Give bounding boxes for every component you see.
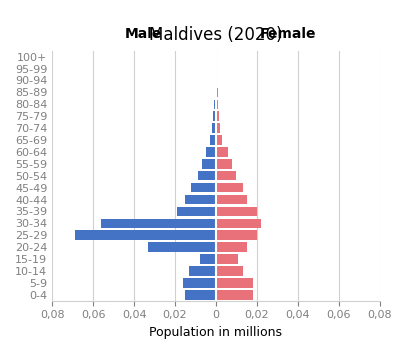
Bar: [101, 218, 216, 228]
Bar: [197, 171, 216, 181]
Bar: [216, 64, 217, 73]
Bar: [199, 254, 216, 264]
Text: Female: Female: [260, 27, 316, 41]
Bar: [216, 112, 219, 121]
Bar: [216, 76, 217, 85]
Bar: [206, 147, 216, 157]
Bar: [216, 195, 247, 204]
Bar: [185, 290, 216, 299]
Bar: [216, 135, 222, 145]
Bar: [216, 266, 243, 276]
Bar: [216, 88, 218, 97]
Bar: [216, 183, 243, 192]
Bar: [216, 230, 257, 240]
Text: Male: Male: [125, 27, 163, 41]
Bar: [216, 123, 220, 133]
Bar: [216, 207, 257, 216]
Bar: [177, 207, 216, 216]
Title: Maldives (2020): Maldives (2020): [149, 25, 283, 44]
Bar: [75, 230, 216, 240]
Bar: [213, 112, 216, 121]
Bar: [214, 99, 216, 109]
Bar: [216, 159, 232, 169]
Bar: [183, 278, 216, 288]
Bar: [216, 171, 236, 181]
Bar: [191, 183, 216, 192]
Bar: [216, 147, 228, 157]
Bar: [216, 254, 239, 264]
Bar: [216, 218, 261, 228]
Bar: [189, 266, 216, 276]
Bar: [149, 242, 216, 252]
Bar: [216, 99, 218, 109]
Bar: [185, 195, 216, 204]
X-axis label: Population in millions: Population in millions: [149, 326, 282, 339]
Bar: [215, 88, 216, 97]
Bar: [215, 76, 216, 85]
Bar: [212, 123, 216, 133]
Bar: [216, 242, 247, 252]
Bar: [201, 159, 216, 169]
Bar: [216, 290, 253, 299]
Bar: [210, 135, 216, 145]
Bar: [216, 278, 253, 288]
